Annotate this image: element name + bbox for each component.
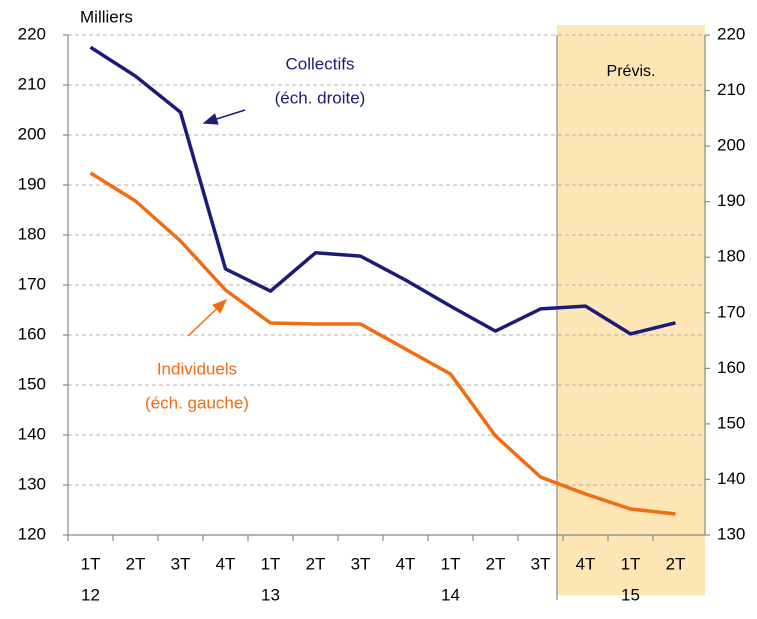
y-tick-label: 160 xyxy=(18,324,46,343)
series-note: (éch. droite) xyxy=(275,88,366,107)
y2-tick-label: 210 xyxy=(717,80,745,99)
x-tick-label: 2T xyxy=(486,554,506,573)
y-tick-label: 180 xyxy=(18,224,46,243)
y-tick-label: 140 xyxy=(18,424,46,443)
x-tick-label: 4T xyxy=(396,554,416,573)
y-tick-label: 170 xyxy=(18,274,46,293)
y2-tick-label: 170 xyxy=(717,302,745,321)
forecast-label: Prévis. xyxy=(607,63,656,80)
y-tick-label: 190 xyxy=(18,174,46,193)
x-group-label: 12 xyxy=(81,585,100,604)
x-tick-label: 2T xyxy=(126,554,146,573)
x-group-label: 15 xyxy=(621,585,640,604)
unit-label: Milliers xyxy=(80,7,133,26)
y2-tick-label: 180 xyxy=(717,247,745,266)
x-tick-label: 2T xyxy=(306,554,326,573)
x-tick-label: 3T xyxy=(351,554,371,573)
x-tick-label: 1T xyxy=(441,554,461,573)
annotation-arrow xyxy=(187,298,228,337)
y2-tick-label: 220 xyxy=(717,24,745,43)
series-label: Individuels xyxy=(157,359,237,378)
y2-tick-label: 140 xyxy=(717,469,745,488)
y-tick-label: 120 xyxy=(18,524,46,543)
y-tick-label: 130 xyxy=(18,474,46,493)
x-group-label: 14 xyxy=(441,585,460,604)
series-line xyxy=(89,171,676,516)
x-tick-label: 1T xyxy=(81,554,101,573)
y2-tick-label: 200 xyxy=(717,136,745,155)
y-tick-label: 220 xyxy=(18,24,46,43)
x-tick-label: 4T xyxy=(216,554,236,573)
series-line xyxy=(89,45,676,336)
y2-tick-label: 150 xyxy=(717,413,745,432)
x-tick-label: 2T xyxy=(666,554,686,573)
x-tick-label: 3T xyxy=(171,554,191,573)
x-tick-label: 1T xyxy=(621,554,641,573)
annotation-arrow xyxy=(202,109,246,125)
y-tick-label: 210 xyxy=(18,74,46,93)
y2-tick-label: 190 xyxy=(717,191,745,210)
series-note: (éch. gauche) xyxy=(145,393,249,412)
y2-tick-label: 160 xyxy=(717,358,745,377)
y2-tick-label: 130 xyxy=(717,524,745,543)
x-tick-label: 3T xyxy=(531,554,551,573)
y-tick-label: 150 xyxy=(18,374,46,393)
x-tick-label: 1T xyxy=(261,554,281,573)
x-group-label: 13 xyxy=(261,585,280,604)
y-tick-label: 200 xyxy=(18,124,46,143)
series-label: Collectifs xyxy=(286,54,355,73)
x-tick-label: 4T xyxy=(576,554,596,573)
forecast-zone xyxy=(557,25,705,595)
